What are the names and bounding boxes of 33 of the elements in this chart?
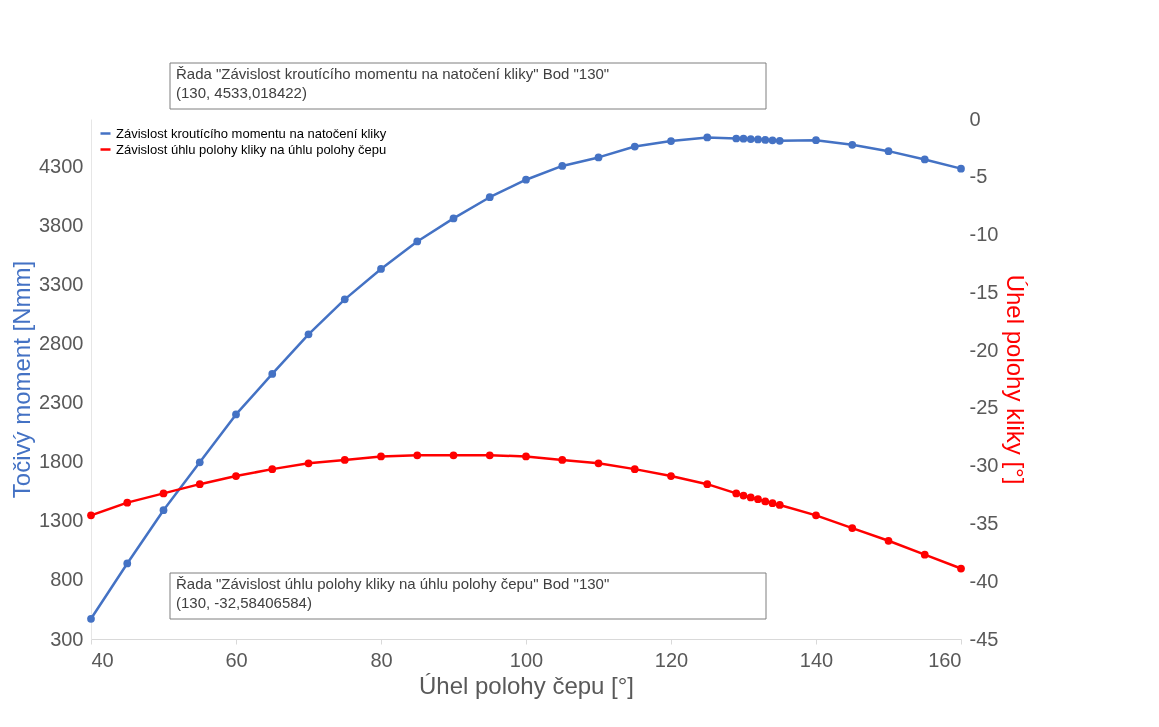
y2-tick-label: -5	[969, 165, 988, 188]
y-tick-label: 1800	[39, 450, 84, 473]
x-tick-label: 40	[91, 648, 114, 671]
y2-tick-label: 0	[969, 107, 981, 130]
y2-tick-label: -10	[969, 223, 999, 246]
y2-tick-label: -15	[969, 280, 999, 303]
text: Řada "Závislost kroutícího momentu na natočení kliky" Bod "130" (130, 4533,018422)	[176, 65, 610, 101]
y-tick-label: 800	[50, 568, 84, 591]
y2-axis-title: Úhel polohy kliky [°]	[1002, 274, 1030, 485]
y2-tick-label: -25	[969, 396, 999, 419]
legend-label: Závislost úhlu polohy kliky na úhlu polohy čepu	[116, 141, 387, 157]
x-tick-label: 120	[654, 648, 689, 671]
y-tick-label: 4300	[39, 154, 84, 177]
y-tick-label: 1300	[39, 509, 84, 532]
x-tick-label: 60	[225, 648, 248, 671]
y2-tick-label: -20	[969, 338, 999, 361]
x-tick-label: 160	[928, 648, 962, 671]
x-tick-label: 140	[799, 648, 834, 671]
y2-tick-label: -35	[969, 511, 999, 534]
y-tick-label: 3300	[39, 272, 84, 295]
y2-tick-label: -30	[969, 454, 999, 477]
legend-label: Závislost kroutícího momentu na natočení kliky	[116, 125, 387, 141]
x-tick-label: 80	[370, 648, 393, 671]
y-tick-label: 300	[50, 627, 84, 650]
y-tick-label: 2800	[39, 332, 84, 355]
x-tick-label: 100	[509, 648, 544, 671]
y-tick-label: 2300	[39, 391, 84, 414]
y2-tick-label: -45	[969, 627, 999, 650]
y-tick-label: 3800	[39, 213, 84, 236]
y-axis-title: Točivý moment [Nmm]	[8, 260, 36, 499]
annotation: Řada "Závislost úhlu polohy kliky na úhlu polohy čepu" Bod "130" (130, -32,58406584)	[176, 575, 610, 611]
x-axis-title: Úhel polohy čepu [°]	[418, 671, 635, 699]
y2-tick-label: -40	[969, 569, 999, 592]
